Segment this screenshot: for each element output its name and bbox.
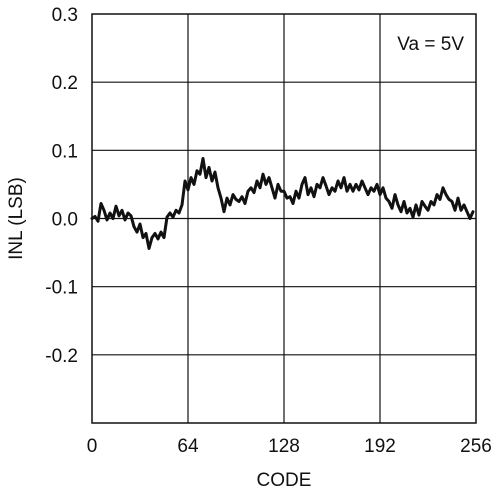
x-tick-label: 192: [364, 436, 396, 457]
x-tick-label: 0: [87, 436, 98, 457]
condition-annotation: Va = 5V: [397, 34, 464, 55]
x-tick-label: 128: [268, 436, 300, 457]
y-tick-label: -0.2: [45, 346, 78, 367]
x-tick-label: 256: [460, 436, 492, 457]
y-axis-label: INL (LSB): [6, 177, 27, 260]
inl-series-line: [90, 157, 475, 250]
x-tick-label: 64: [177, 436, 199, 457]
y-tick-label: -0.1: [45, 278, 78, 299]
x-axis-label: CODE: [257, 470, 312, 491]
plot-frame: [91, 13, 477, 424]
y-tick-label: 0.2: [52, 73, 78, 94]
y-tick-label: 0.1: [52, 141, 78, 162]
y-tick-label: 0.3: [52, 5, 78, 26]
y-tick-labels: 0.3 0.2 0.1 0.0 -0.1 -0.2: [45, 5, 78, 367]
x-tick-labels: 0 64 128 192 256: [87, 436, 492, 457]
y-tick-label: 0.0: [52, 210, 78, 231]
series-layer: [90, 157, 475, 250]
grid: [92, 14, 476, 423]
